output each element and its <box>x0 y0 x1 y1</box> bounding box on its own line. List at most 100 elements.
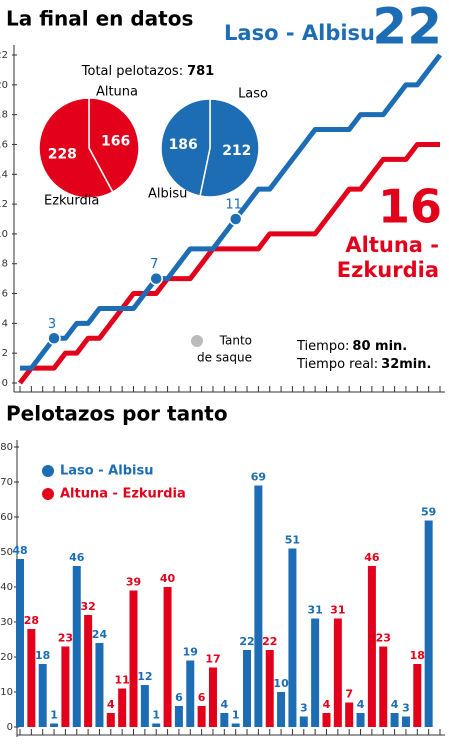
bar <box>424 520 433 727</box>
value-label: 7 <box>345 688 353 701</box>
total-label: Total pelotazos: <box>81 64 183 79</box>
bar <box>152 723 161 727</box>
bar <box>208 667 217 727</box>
value-label: 11 <box>115 674 130 687</box>
value-label: 1 <box>50 709 58 722</box>
bar <box>401 716 410 727</box>
annotation-label: 3 <box>48 317 56 332</box>
pie-label: Albisu <box>148 187 187 202</box>
value-label: 10 <box>273 677 289 690</box>
value-label: 40 <box>160 572 176 585</box>
team-name: Laso - Albisu <box>224 21 375 45</box>
value-label: 4 <box>391 698 399 711</box>
value-label: 4 <box>323 698 331 711</box>
value-label: 24 <box>92 628 108 641</box>
y-tick-label: 30 <box>0 617 13 628</box>
y-tick-label: 10 <box>0 229 8 240</box>
y-tick-label: 8 <box>2 259 8 270</box>
bar <box>220 713 229 727</box>
pie-value: 186 <box>169 137 198 153</box>
annotation-label: 7 <box>150 257 158 272</box>
value-label: 39 <box>126 576 141 589</box>
y-tick-label: 80 <box>0 442 13 453</box>
bar <box>129 590 138 727</box>
bar <box>38 664 47 727</box>
value-label: 46 <box>69 551 85 564</box>
y-tick-label: 22 <box>0 50 8 61</box>
time-label: Tiempo real: <box>296 357 378 372</box>
bar <box>106 713 115 727</box>
pie-value: 228 <box>48 147 77 163</box>
bar <box>61 646 70 727</box>
value-label: 4 <box>107 698 115 711</box>
bar <box>27 629 36 727</box>
y-tick-label: 40 <box>0 582 13 593</box>
bar <box>356 713 365 727</box>
bar <box>118 688 127 727</box>
time-value: 80 min. <box>352 339 407 354</box>
bar <box>288 548 297 727</box>
value-label: 22 <box>239 635 254 648</box>
bar <box>197 706 206 727</box>
time-label: Tiempo: <box>296 339 349 354</box>
value-label: 6 <box>198 691 206 704</box>
bar <box>311 618 320 727</box>
bar <box>243 650 252 727</box>
final-score: 22 <box>372 0 442 56</box>
value-label: 31 <box>307 604 322 617</box>
value-label: 19 <box>183 646 198 659</box>
bar <box>390 713 399 727</box>
y-tick-label: 16 <box>0 139 8 150</box>
bar <box>299 716 308 727</box>
y-tick-label: 14 <box>0 169 8 180</box>
bar <box>322 713 331 727</box>
value-label: 1 <box>152 709 160 722</box>
pie-slice <box>88 97 140 194</box>
time: Tiempo: 80 min. <box>296 339 407 354</box>
y-tick-label: 4 <box>2 318 8 329</box>
bar <box>379 646 388 727</box>
y-tick-label: 18 <box>0 110 8 121</box>
value-label: 17 <box>205 653 220 666</box>
legend-label: Laso - Albisu <box>60 464 153 479</box>
bar <box>174 706 183 727</box>
bar <box>72 566 81 727</box>
total: Total pelotazos: 781 <box>81 64 214 79</box>
bar <box>84 615 93 727</box>
bar <box>254 485 263 727</box>
bar <box>186 660 195 727</box>
bar <box>231 723 240 727</box>
value-label: 23 <box>376 632 391 645</box>
value-label: 3 <box>402 702 410 715</box>
pie-slice <box>199 98 260 198</box>
value-label: 28 <box>24 614 39 627</box>
bar <box>333 618 342 727</box>
note-text: Tanto <box>219 334 252 348</box>
value-label: 12 <box>137 670 152 683</box>
pie-value: 212 <box>222 143 251 159</box>
y-tick-label: 2 <box>2 348 8 359</box>
annotation-label: 11 <box>225 198 242 213</box>
y-tick-label: 12 <box>0 199 8 210</box>
y-tick-label: 50 <box>0 547 13 558</box>
value-label: 18 <box>35 649 50 662</box>
annotation-dot <box>228 212 243 226</box>
legend-dot <box>42 465 54 477</box>
bar <box>345 702 354 727</box>
value-label: 46 <box>364 551 380 564</box>
chart-title: La final en datos <box>6 7 193 31</box>
value-label: 3 <box>300 702 308 715</box>
y-tick-label: 20 <box>0 652 13 663</box>
bar <box>140 685 149 727</box>
value-label: 31 <box>330 604 345 617</box>
time: Tiempo real: 32min. <box>296 357 431 372</box>
legend-dot <box>42 488 54 500</box>
bar <box>50 723 59 727</box>
y-tick-label: 20 <box>0 80 8 91</box>
y-tick-label: 10 <box>0 687 13 698</box>
value-label: 23 <box>58 632 73 645</box>
team-name: Altuna - Ezkurdia <box>336 233 439 282</box>
value-label: 4 <box>220 698 228 711</box>
